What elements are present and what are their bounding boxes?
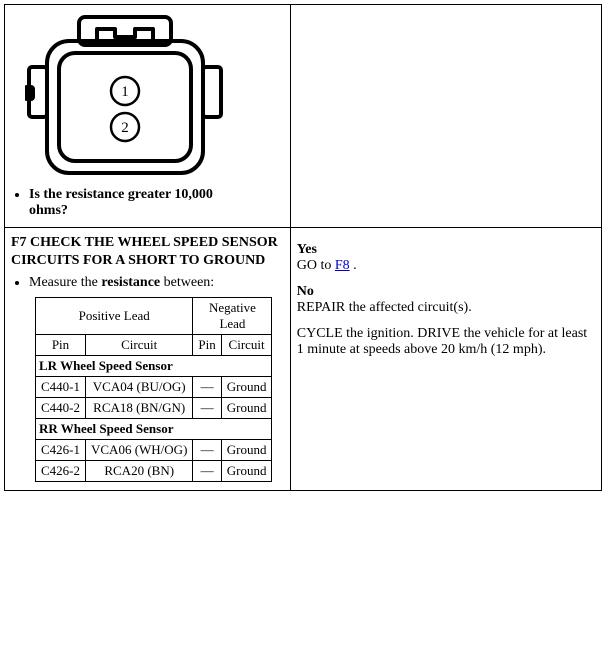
npin-cell: — <box>193 377 221 398</box>
connector-pin-2-label: 2 <box>121 120 129 136</box>
circuit-cell: VCA06 (WH/OG) <box>86 440 193 461</box>
circuit-cell: RCA18 (BN/GN) <box>86 398 193 419</box>
no-text-2: CYCLE the ignition. DRIVE the vehicle fo… <box>297 326 595 358</box>
neg-lead-header: NegativeLead <box>193 298 272 335</box>
leads-table: Positive Lead NegativeLead Pin Circuit P… <box>35 297 272 482</box>
yes-label: Yes <box>297 242 595 258</box>
ncircuit-cell: Ground <box>221 461 272 482</box>
pos-circuit-header: Circuit <box>86 335 193 356</box>
row2-right-cell: Yes GO to F8 . No REPAIR the affected ci… <box>290 228 601 491</box>
pin-cell: C426-2 <box>36 461 86 482</box>
neg-circuit-header: Circuit <box>221 335 272 356</box>
npin-cell: — <box>193 398 221 419</box>
pin-cell: C426-1 <box>36 440 86 461</box>
neg-lead-header-text: NegativeLead <box>209 300 256 331</box>
circuit-cell: RCA20 (BN) <box>86 461 193 482</box>
pos-pin-header: Pin <box>36 335 86 356</box>
step-title: F7 CHECK THE WHEEL SPEED SENSOR CIRCUITS… <box>11 234 284 269</box>
instruction-pre: Measure the <box>29 275 101 290</box>
yes-block: Yes GO to F8 . <box>297 242 595 274</box>
pin-cell: C440-2 <box>36 398 86 419</box>
ncircuit-cell: Ground <box>221 398 272 419</box>
pos-lead-header: Positive Lead <box>36 298 193 335</box>
yes-post: . <box>350 258 357 273</box>
no-text-1: REPAIR the affected circuit(s). <box>297 300 595 316</box>
table-row: C440-2 RCA18 (BN/GN) — Ground <box>36 398 272 419</box>
instruction-line: Measure the resistance between: <box>29 275 284 291</box>
circuit-cell: VCA04 (BU/OG) <box>86 377 193 398</box>
ncircuit-cell: Ground <box>221 440 272 461</box>
table-row: C426-2 RCA20 (BN) — Ground <box>36 461 272 482</box>
neg-pin-header: Pin <box>193 335 221 356</box>
instruction-post: between: <box>160 275 214 290</box>
diagnostic-table: 1 2 Is the resistance greater 10,000 ohm… <box>4 4 602 491</box>
row2-left-cell: F7 CHECK THE WHEEL SPEED SENSOR CIRCUITS… <box>5 228 291 491</box>
row1-left-cell: 1 2 Is the resistance greater 10,000 ohm… <box>5 5 291 228</box>
npin-cell: — <box>193 461 221 482</box>
instruction-bold: resistance <box>101 275 160 290</box>
group0-label: LR Wheel Speed Sensor <box>36 356 272 377</box>
table-row: C426-1 VCA06 (WH/OG) — Ground <box>36 440 272 461</box>
no-block: No REPAIR the affected circuit(s). CYCLE… <box>297 284 595 358</box>
npin-cell: — <box>193 440 221 461</box>
question-line2: ohms? <box>29 203 68 218</box>
connector-pin-1-label: 1 <box>121 84 129 100</box>
connector-diagram: 1 2 <box>25 11 225 181</box>
yes-pre: GO to <box>297 258 335 273</box>
row1-right-cell <box>290 5 601 228</box>
f8-link[interactable]: F8 <box>335 258 350 273</box>
pin-cell: C440-1 <box>36 377 86 398</box>
yes-line: GO to F8 . <box>297 258 595 274</box>
table-row: C440-1 VCA04 (BU/OG) — Ground <box>36 377 272 398</box>
row1-question: Is the resistance greater 10,000 ohms? <box>29 187 284 219</box>
ncircuit-cell: Ground <box>221 377 272 398</box>
no-label: No <box>297 284 595 300</box>
group1-label: RR Wheel Speed Sensor <box>36 419 272 440</box>
question-line1: Is the resistance greater 10,000 <box>29 187 213 202</box>
